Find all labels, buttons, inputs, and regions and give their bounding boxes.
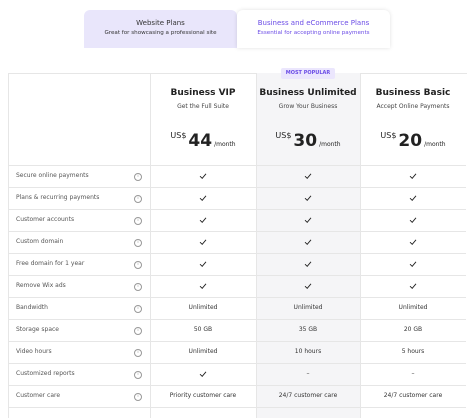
plan-tab[interactable]: Website Plans Great for showcasing a prof… xyxy=(84,10,237,48)
info-icon[interactable]: i xyxy=(134,194,142,203)
cell-text: – xyxy=(306,370,310,377)
check-icon xyxy=(304,217,312,223)
cell-text: Unlimited xyxy=(398,304,428,311)
plan-tagline: Get the Full Suite xyxy=(177,103,229,110)
plan-currency: US$ xyxy=(380,131,397,140)
check-icon xyxy=(409,195,417,201)
plan-currency: US$ xyxy=(170,131,187,140)
info-icon[interactable]: i xyxy=(134,326,142,335)
plan-price: 44 xyxy=(188,131,213,151)
cell-text: Unlimited xyxy=(293,304,323,311)
badge: MOST POPULAR xyxy=(281,68,335,79)
plan-name: Business VIP xyxy=(170,88,236,98)
info-icon[interactable]: i xyxy=(134,282,142,291)
column-divider xyxy=(360,73,361,418)
cell-text: Unlimited xyxy=(188,348,218,355)
price-row: US$ 20/month xyxy=(360,131,466,151)
feature-label: Secure online payments xyxy=(16,172,89,179)
feature-label: Customer care xyxy=(16,392,61,399)
plan-period: /month xyxy=(424,141,446,148)
plan-name: Business Basic xyxy=(375,88,451,98)
row-divider xyxy=(8,385,466,386)
info-icon[interactable]: i xyxy=(134,172,142,181)
cell-text: Priority customer care xyxy=(169,392,237,399)
check-icon xyxy=(199,217,207,223)
plan-price: 30 xyxy=(293,131,318,151)
check-icon xyxy=(199,239,207,245)
check-icon xyxy=(304,283,312,289)
check-icon xyxy=(199,261,207,267)
row-divider xyxy=(8,341,466,342)
feature-label: Storage space xyxy=(16,326,59,333)
check-icon xyxy=(304,195,312,201)
check-icon xyxy=(199,371,207,377)
cell-text: 20 GB xyxy=(403,326,423,333)
plan-tab[interactable]: Business and eCommerce Plans Essential fo… xyxy=(237,10,390,48)
cell-text: 5 hours xyxy=(401,348,425,355)
info-icon[interactable]: i xyxy=(134,304,142,313)
row-divider xyxy=(8,319,466,320)
row-divider xyxy=(8,275,466,276)
row-divider xyxy=(8,407,466,408)
info-icon[interactable]: i xyxy=(134,392,142,401)
feature-label: Customized reports xyxy=(16,370,75,377)
row-divider xyxy=(8,363,466,364)
table-border xyxy=(8,73,467,418)
info-icon[interactable]: i xyxy=(134,348,142,357)
row-divider xyxy=(8,165,466,166)
price-row: US$ 30/month xyxy=(256,131,360,151)
check-icon xyxy=(199,195,207,201)
feature-label: Plans & recurring payments xyxy=(16,194,100,201)
check-icon xyxy=(409,283,417,289)
cell-text: – xyxy=(411,370,415,377)
plan-name: Business Unlimited xyxy=(259,88,357,98)
feature-label: Free domain for 1 year xyxy=(16,260,85,267)
plan-period: /month xyxy=(319,141,341,148)
check-icon xyxy=(199,283,207,289)
column-divider xyxy=(256,73,257,418)
row-divider xyxy=(8,253,466,254)
info-icon[interactable]: i xyxy=(134,216,142,225)
check-icon xyxy=(409,261,417,267)
cell-text: 35 GB xyxy=(298,326,318,333)
cell-text: 50 GB xyxy=(193,326,213,333)
info-icon[interactable]: i xyxy=(134,238,142,247)
feature-label: Video hours xyxy=(16,348,52,355)
tab-subtitle: Great for showcasing a professional site xyxy=(104,30,217,36)
check-icon xyxy=(304,239,312,245)
plan-period: /month xyxy=(214,141,236,148)
price-row: US$ 44/month xyxy=(150,131,256,151)
tab-subtitle: Essential for accepting online payments xyxy=(257,30,370,36)
plan-price: 20 xyxy=(398,131,423,151)
row-divider xyxy=(8,187,466,188)
feature-label: Customer accounts xyxy=(16,216,75,223)
row-divider xyxy=(8,209,466,210)
row-divider xyxy=(8,297,466,298)
feature-label: Bandwidth xyxy=(16,304,48,311)
cell-text: 24/7 customer care xyxy=(278,392,338,399)
row-divider xyxy=(8,231,466,232)
check-icon xyxy=(409,217,417,223)
info-icon[interactable]: i xyxy=(134,370,142,379)
cell-text: 24/7 customer care xyxy=(383,392,443,399)
check-icon xyxy=(199,173,207,179)
plan-currency: US$ xyxy=(275,131,292,140)
column-divider xyxy=(150,73,151,418)
plan-tagline: Accept Online Payments xyxy=(376,103,450,110)
check-icon xyxy=(409,239,417,245)
info-icon[interactable]: i xyxy=(134,260,142,269)
tab-title: Website Plans xyxy=(136,19,185,27)
cell-text: 10 hours xyxy=(294,348,322,355)
feature-label: Custom domain xyxy=(16,238,64,245)
check-icon xyxy=(304,261,312,267)
cell-text: Unlimited xyxy=(188,304,218,311)
plan-tagline: Grow Your Business xyxy=(278,103,338,110)
tab-title: Business and eCommerce Plans xyxy=(257,19,370,27)
highlight-column xyxy=(256,73,360,418)
feature-label: Remove Wix ads xyxy=(16,282,66,289)
check-icon xyxy=(409,173,417,179)
check-icon xyxy=(304,173,312,179)
